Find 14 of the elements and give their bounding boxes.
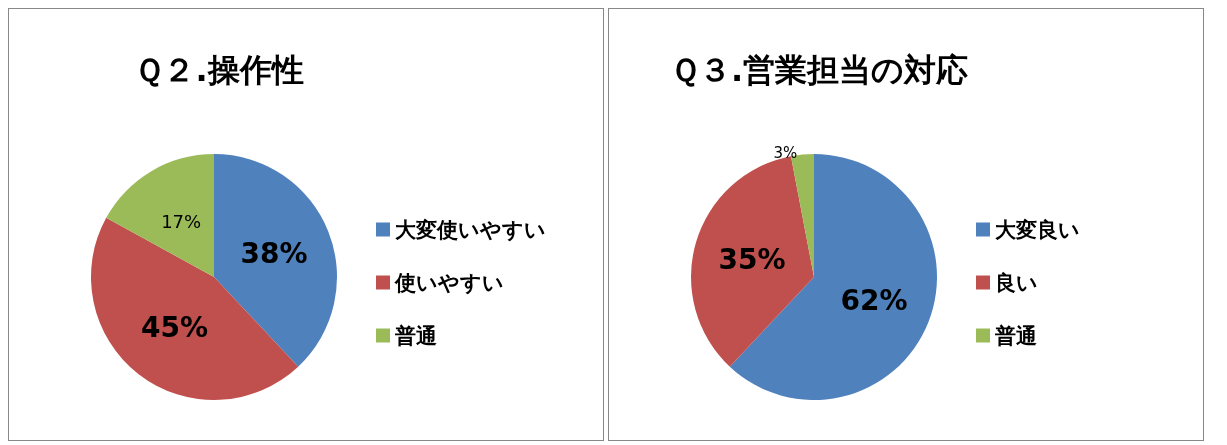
legend-label: 普通 bbox=[394, 323, 437, 348]
legend-label: 普通 bbox=[994, 323, 1037, 348]
legend-label: 良い bbox=[995, 270, 1038, 295]
chart-title: Ｑ２.操作性 bbox=[134, 51, 304, 89]
legend-label: 大変使いやすい bbox=[395, 217, 546, 242]
legend-label: 大変良い bbox=[995, 217, 1080, 242]
legend-label: 使いやすい bbox=[394, 270, 504, 295]
data-label: 35% bbox=[718, 242, 786, 276]
data-label: 45% bbox=[140, 311, 208, 345]
data-label: 62% bbox=[840, 284, 908, 318]
data-label: 38% bbox=[240, 236, 308, 270]
data-label: 17% bbox=[161, 210, 202, 232]
chart-title: Ｑ３.営業担当の対応 bbox=[669, 51, 969, 89]
data-label: 3% bbox=[773, 143, 798, 162]
